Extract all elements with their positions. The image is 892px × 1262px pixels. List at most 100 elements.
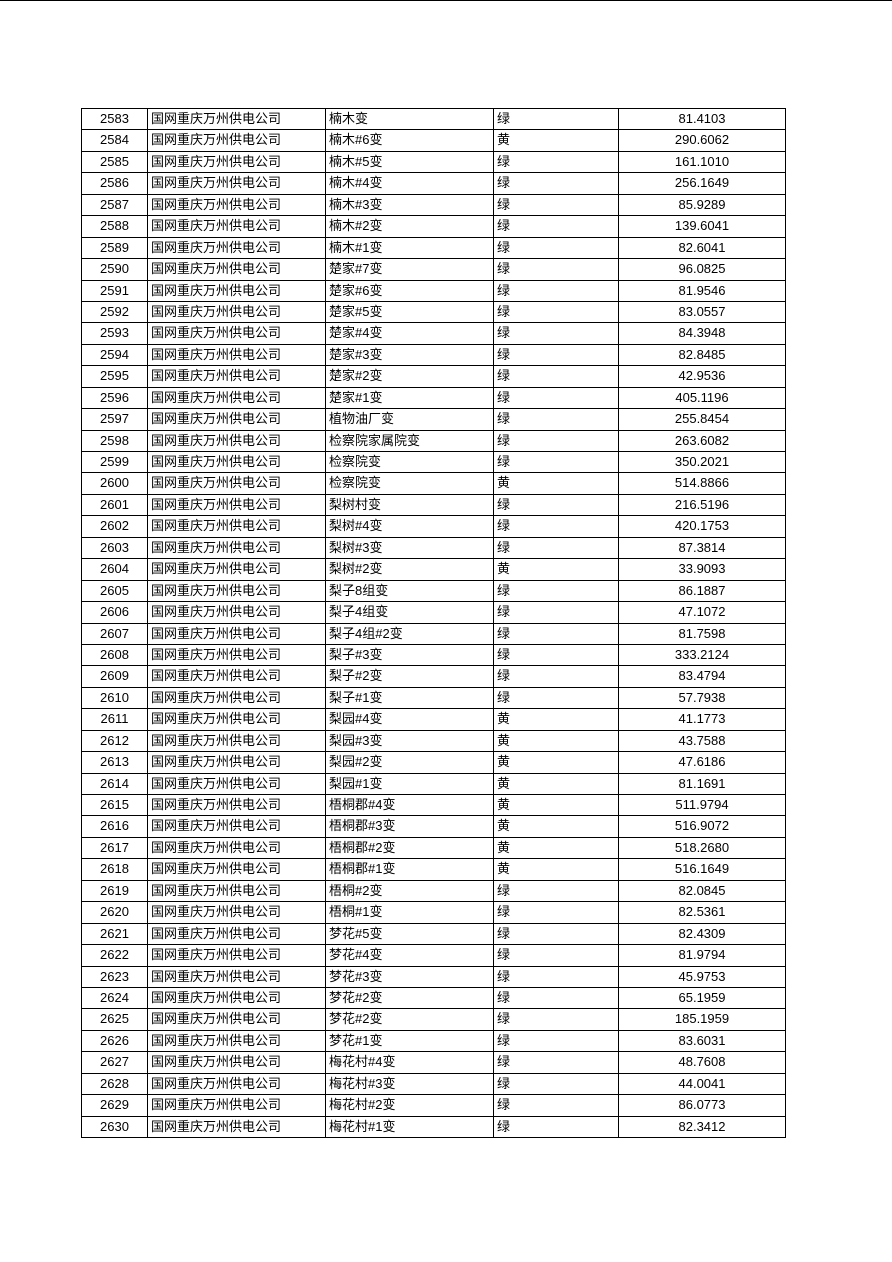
status-color-cell: 黄 — [494, 795, 619, 816]
status-color-cell: 绿 — [494, 945, 619, 966]
table-row: 2603 国网重庆万州供电公司 梨树#3变绿 87.3814 — [82, 537, 786, 560]
table-row: 2601 国网重庆万州供电公司 梨树村变绿 216.5196 — [82, 494, 786, 517]
value-cell: 83.4794 — [619, 666, 786, 687]
company-name-cell: 国网重庆万州供电公司 — [148, 730, 326, 752]
status-color-cell: 绿 — [494, 666, 619, 687]
transformer-name-cell: 植物油厂变 — [326, 409, 494, 430]
transformer-name-cell: 楠木#5变 — [326, 151, 494, 173]
status-color-cell: 绿 — [494, 301, 619, 323]
table-row: 2598 国网重庆万州供电公司 检察院家属院变绿 263.6082 — [82, 430, 786, 452]
company-name-cell: 国网重庆万州供电公司 — [148, 623, 326, 644]
table-row: 2600 国网重庆万州供电公司 检察院变黄 514.8866 — [82, 473, 786, 495]
status-color-cell: 黄 — [494, 730, 619, 752]
transformer-name-cell: 楚家#6变 — [326, 280, 494, 301]
status-color-cell: 黄 — [494, 559, 619, 580]
company-name-cell: 国网重庆万州供电公司 — [148, 516, 326, 537]
transformer-name-cell: 梧桐郡#1变 — [326, 859, 494, 880]
company-name-cell: 国网重庆万州供电公司 — [148, 216, 326, 237]
status-color-cell: 黄 — [494, 130, 619, 151]
table-row: 2616 国网重庆万州供电公司 梧桐郡#3变黄 516.9072 — [82, 816, 786, 838]
row-number-cell: 2588 — [82, 216, 148, 237]
row-number-cell: 2584 — [82, 130, 148, 151]
transformer-name-cell: 楠木#4变 — [326, 173, 494, 194]
row-number-cell: 2595 — [82, 366, 148, 387]
company-name-cell: 国网重庆万州供电公司 — [148, 151, 326, 173]
status-color-cell: 绿 — [494, 280, 619, 301]
company-name-cell: 国网重庆万州供电公司 — [148, 837, 326, 859]
row-number-cell: 2604 — [82, 559, 148, 580]
transformer-name-cell: 梅花村#3变 — [326, 1073, 494, 1095]
transformer-name-cell: 楚家#3变 — [326, 344, 494, 366]
table-row: 2590 国网重庆万州供电公司 楚家#7变绿 96.0825 — [82, 259, 786, 281]
row-number-cell: 2607 — [82, 623, 148, 644]
status-color-cell: 绿 — [494, 987, 619, 1009]
company-name-cell: 国网重庆万州供电公司 — [148, 237, 326, 259]
company-name-cell: 国网重庆万州供电公司 — [148, 880, 326, 902]
value-cell: 516.9072 — [619, 816, 786, 837]
row-number-cell: 2603 — [82, 537, 148, 559]
company-name-cell: 国网重庆万州供电公司 — [148, 580, 326, 602]
table-row: 2611 国网重庆万州供电公司 梨园#4变黄 41.1773 — [82, 709, 786, 731]
value-cell: 81.9794 — [619, 945, 786, 966]
table-row: 2609 国网重庆万州供电公司 梨子#2变绿 83.4794 — [82, 666, 786, 688]
table-row: 2604 国网重庆万州供电公司 梨树#2变黄 33.9093 — [82, 559, 786, 581]
company-name-cell: 国网重庆万州供电公司 — [148, 173, 326, 194]
transformer-name-cell: 梨树村变 — [326, 494, 494, 516]
transformer-name-cell: 梦花#3变 — [326, 966, 494, 987]
row-number-cell: 2601 — [82, 494, 148, 516]
value-cell: 333.2124 — [619, 644, 786, 666]
value-cell: 86.1887 — [619, 580, 786, 602]
transformer-name-cell: 梨子4组变 — [326, 602, 494, 623]
status-color-cell: 绿 — [494, 237, 619, 259]
table-row: 2593 国网重庆万州供电公司 楚家#4变绿 84.3948 — [82, 323, 786, 345]
row-number-cell: 2624 — [82, 987, 148, 1009]
value-cell: 85.9289 — [619, 194, 786, 216]
value-cell: 82.4309 — [619, 923, 786, 945]
company-name-cell: 国网重庆万州供电公司 — [148, 366, 326, 387]
row-number-cell: 2608 — [82, 644, 148, 666]
value-cell: 83.0557 — [619, 301, 786, 323]
status-color-cell: 绿 — [494, 516, 619, 537]
table-row: 2595 国网重庆万州供电公司 楚家#2变绿 42.9536 — [82, 366, 786, 388]
transformer-name-cell: 梦花#1变 — [326, 1030, 494, 1052]
status-color-cell: 绿 — [494, 1116, 619, 1137]
status-color-cell: 绿 — [494, 1073, 619, 1095]
table-row: 2628 国网重庆万州供电公司 梅花村#3变绿 44.0041 — [82, 1073, 786, 1096]
status-color-cell: 绿 — [494, 580, 619, 602]
value-cell: 82.0845 — [619, 880, 786, 902]
row-number-cell: 2583 — [82, 109, 148, 130]
value-cell: 57.7938 — [619, 687, 786, 709]
value-cell: 47.6186 — [619, 752, 786, 773]
value-cell: 420.1753 — [619, 516, 786, 537]
transformer-name-cell: 梦花#5变 — [326, 923, 494, 945]
table-row: 2619 国网重庆万州供电公司 梧桐#2变绿 82.0845 — [82, 880, 786, 903]
transformer-name-cell: 梨子#3变 — [326, 644, 494, 666]
table-row: 2586 国网重庆万州供电公司 楠木#4变绿 256.1649 — [82, 173, 786, 195]
table-row: 2592 国网重庆万州供电公司 楚家#5变绿 83.0557 — [82, 301, 786, 324]
row-number-cell: 2589 — [82, 237, 148, 259]
company-name-cell: 国网重庆万州供电公司 — [148, 344, 326, 366]
transformer-name-cell: 楠木#6变 — [326, 130, 494, 151]
transformer-name-cell: 楠木#1变 — [326, 237, 494, 259]
value-cell: 81.9546 — [619, 280, 786, 301]
transformer-name-cell: 梨园#1变 — [326, 773, 494, 794]
table-row: 2612 国网重庆万州供电公司 梨园#3变黄 43.7588 — [82, 730, 786, 753]
transformer-name-cell: 梅花村#4变 — [326, 1052, 494, 1073]
value-cell: 86.0773 — [619, 1095, 786, 1116]
value-cell: 290.6062 — [619, 130, 786, 151]
row-number-cell: 2626 — [82, 1030, 148, 1052]
transformer-name-cell: 梨子#2变 — [326, 666, 494, 687]
row-number-cell: 2598 — [82, 430, 148, 451]
company-name-cell: 国网重庆万州供电公司 — [148, 966, 326, 987]
value-cell: 82.8485 — [619, 344, 786, 366]
company-name-cell: 国网重庆万州供电公司 — [148, 687, 326, 709]
company-name-cell: 国网重庆万州供电公司 — [148, 1052, 326, 1073]
company-name-cell: 国网重庆万州供电公司 — [148, 773, 326, 794]
value-cell: 216.5196 — [619, 494, 786, 516]
transformer-name-cell: 梧桐#1变 — [326, 902, 494, 923]
value-cell: 41.1773 — [619, 709, 786, 730]
transformer-name-cell: 梨子4组#2变 — [326, 623, 494, 644]
row-number-cell: 2585 — [82, 151, 148, 173]
status-color-cell: 绿 — [494, 344, 619, 366]
status-color-cell: 绿 — [494, 1009, 619, 1030]
